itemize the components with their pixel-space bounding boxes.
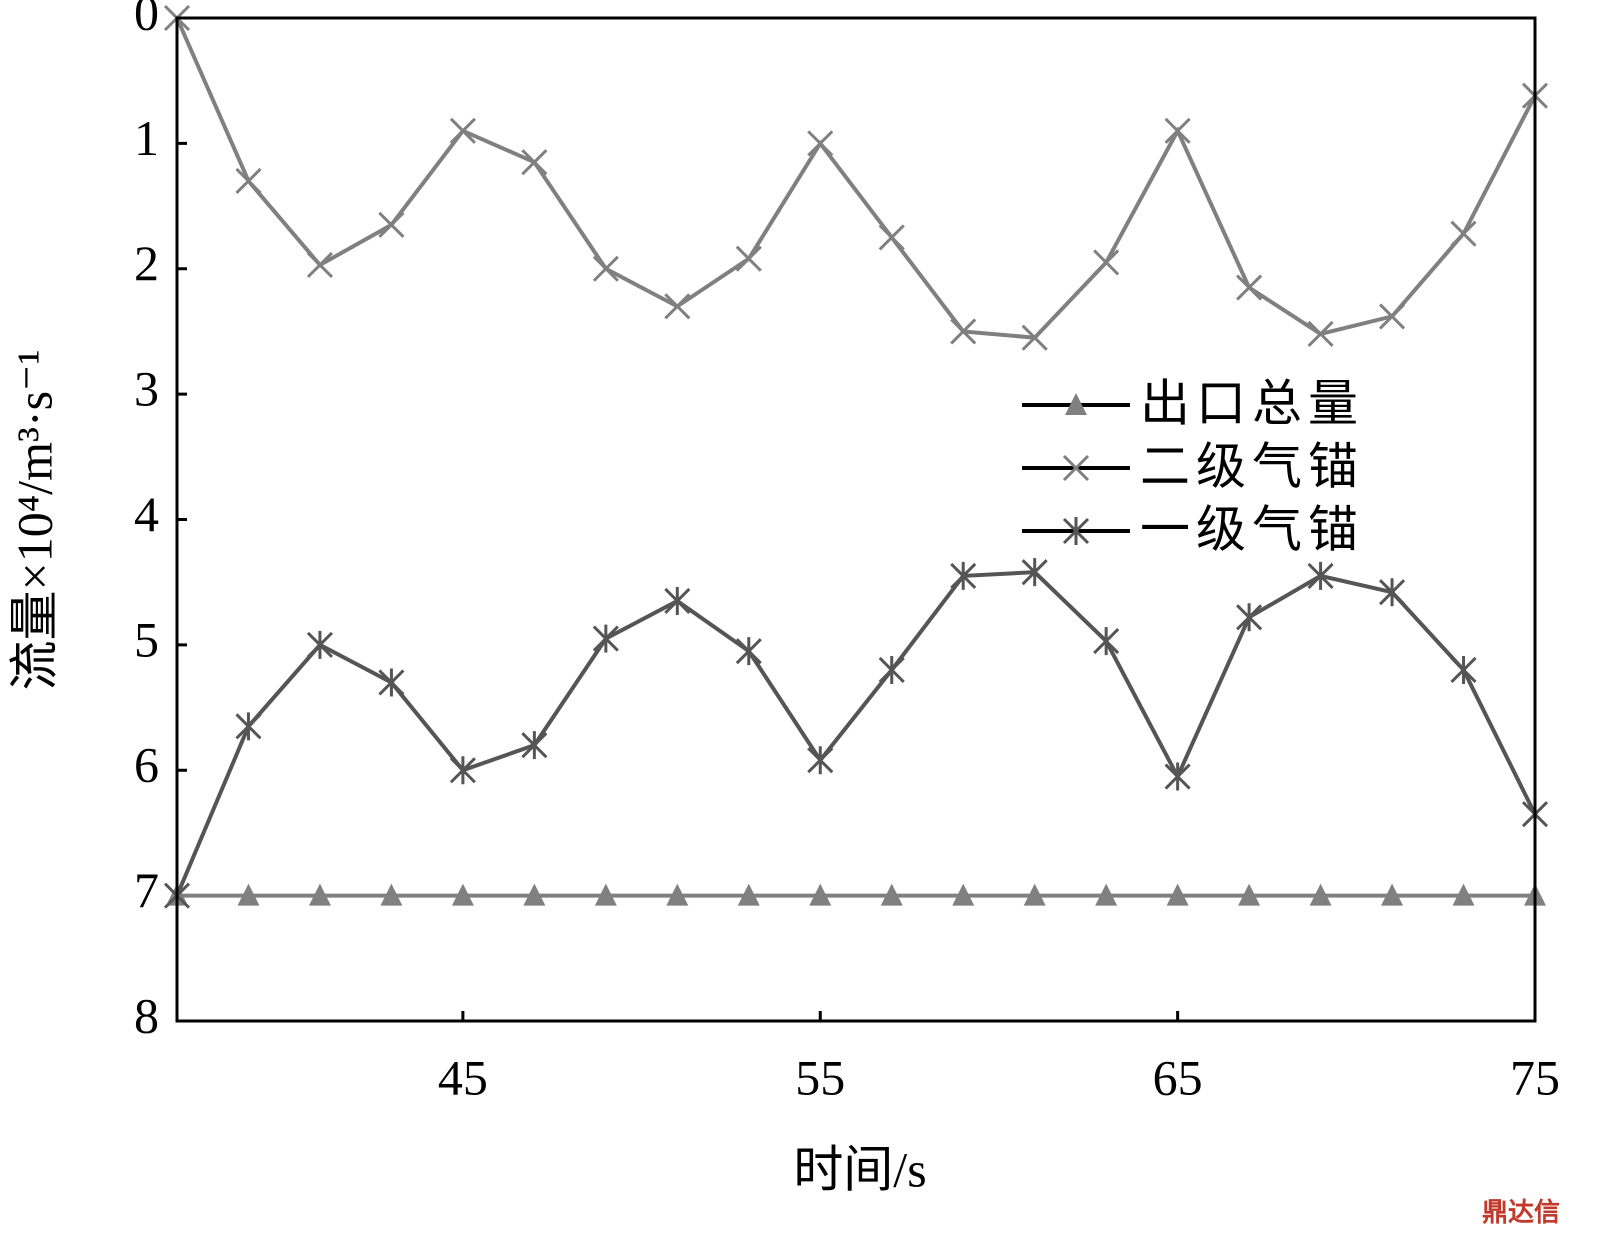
marker <box>451 883 474 906</box>
marker <box>1021 558 1048 587</box>
marker <box>664 586 691 615</box>
marker <box>237 883 260 906</box>
y-tick-label: 2 <box>134 235 159 291</box>
marker <box>1452 883 1475 906</box>
marker <box>1378 578 1406 607</box>
marker <box>735 637 762 666</box>
marker <box>950 561 977 590</box>
marker <box>1093 249 1120 276</box>
marker <box>880 883 903 906</box>
marker <box>664 293 691 320</box>
marker <box>737 883 760 906</box>
marker <box>1450 220 1477 247</box>
marker <box>809 883 832 906</box>
y-tick-label: 3 <box>134 361 159 417</box>
marker <box>449 117 476 144</box>
legend-marker <box>1062 517 1090 545</box>
marker <box>1450 655 1477 684</box>
watermark: 鼎达信 <box>1482 1198 1560 1227</box>
y-tick-label: 0 <box>134 0 159 40</box>
marker <box>1164 762 1191 791</box>
marker <box>380 883 403 906</box>
marker <box>952 883 975 906</box>
marker <box>807 130 834 157</box>
legend-label: 出口总量 <box>1140 375 1364 431</box>
marker <box>1238 883 1261 906</box>
marker <box>1021 324 1048 351</box>
marker <box>306 251 334 279</box>
marker <box>235 712 262 741</box>
legend-label: 二级气锚 <box>1140 438 1364 494</box>
y-axis-label: 流量×10⁴/m³·s⁻¹ <box>6 350 62 691</box>
marker <box>1093 627 1120 656</box>
series-line <box>175 570 1537 897</box>
marker <box>306 630 334 659</box>
y-tick-label: 6 <box>134 737 159 793</box>
marker <box>594 883 617 906</box>
x-tick-label: 45 <box>438 1049 488 1105</box>
y-tick-label: 4 <box>134 486 159 542</box>
marker <box>1095 883 1118 906</box>
marker <box>1236 603 1263 632</box>
y-tick-label: 8 <box>134 987 159 1043</box>
marker <box>950 318 977 345</box>
marker <box>1378 303 1406 330</box>
marker <box>878 655 905 684</box>
marker <box>735 245 762 272</box>
marker <box>449 756 476 785</box>
marker <box>1164 117 1191 144</box>
marker <box>521 731 548 760</box>
x-tick-label: 65 <box>1153 1049 1203 1105</box>
marker <box>1236 274 1263 301</box>
marker <box>521 149 548 176</box>
marker <box>523 883 546 906</box>
plot-frame <box>175 16 1537 1023</box>
marker <box>1381 883 1404 906</box>
y-tick-label: 5 <box>134 611 159 667</box>
marker <box>235 167 262 195</box>
marker <box>592 255 619 282</box>
y-tick-label: 1 <box>134 110 159 166</box>
x-tick-label: 55 <box>795 1049 845 1105</box>
marker <box>378 211 405 238</box>
series-line <box>175 17 1537 340</box>
marker <box>1166 883 1189 906</box>
legend-marker <box>1062 454 1090 482</box>
y-tick-label: 7 <box>134 862 159 918</box>
legend-marker <box>1065 393 1087 415</box>
marker <box>666 883 689 906</box>
marker <box>1309 883 1332 906</box>
x-axis-label: 时间/s <box>793 1141 926 1197</box>
marker <box>1023 883 1046 906</box>
legend-label: 一级气锚 <box>1140 501 1364 557</box>
marker <box>378 668 405 697</box>
marker <box>592 624 619 653</box>
marker <box>807 746 834 775</box>
marker <box>878 224 905 251</box>
marker <box>308 883 331 906</box>
x-tick-label: 75 <box>1510 1049 1560 1105</box>
marker <box>1307 561 1334 590</box>
marker <box>1307 320 1334 348</box>
